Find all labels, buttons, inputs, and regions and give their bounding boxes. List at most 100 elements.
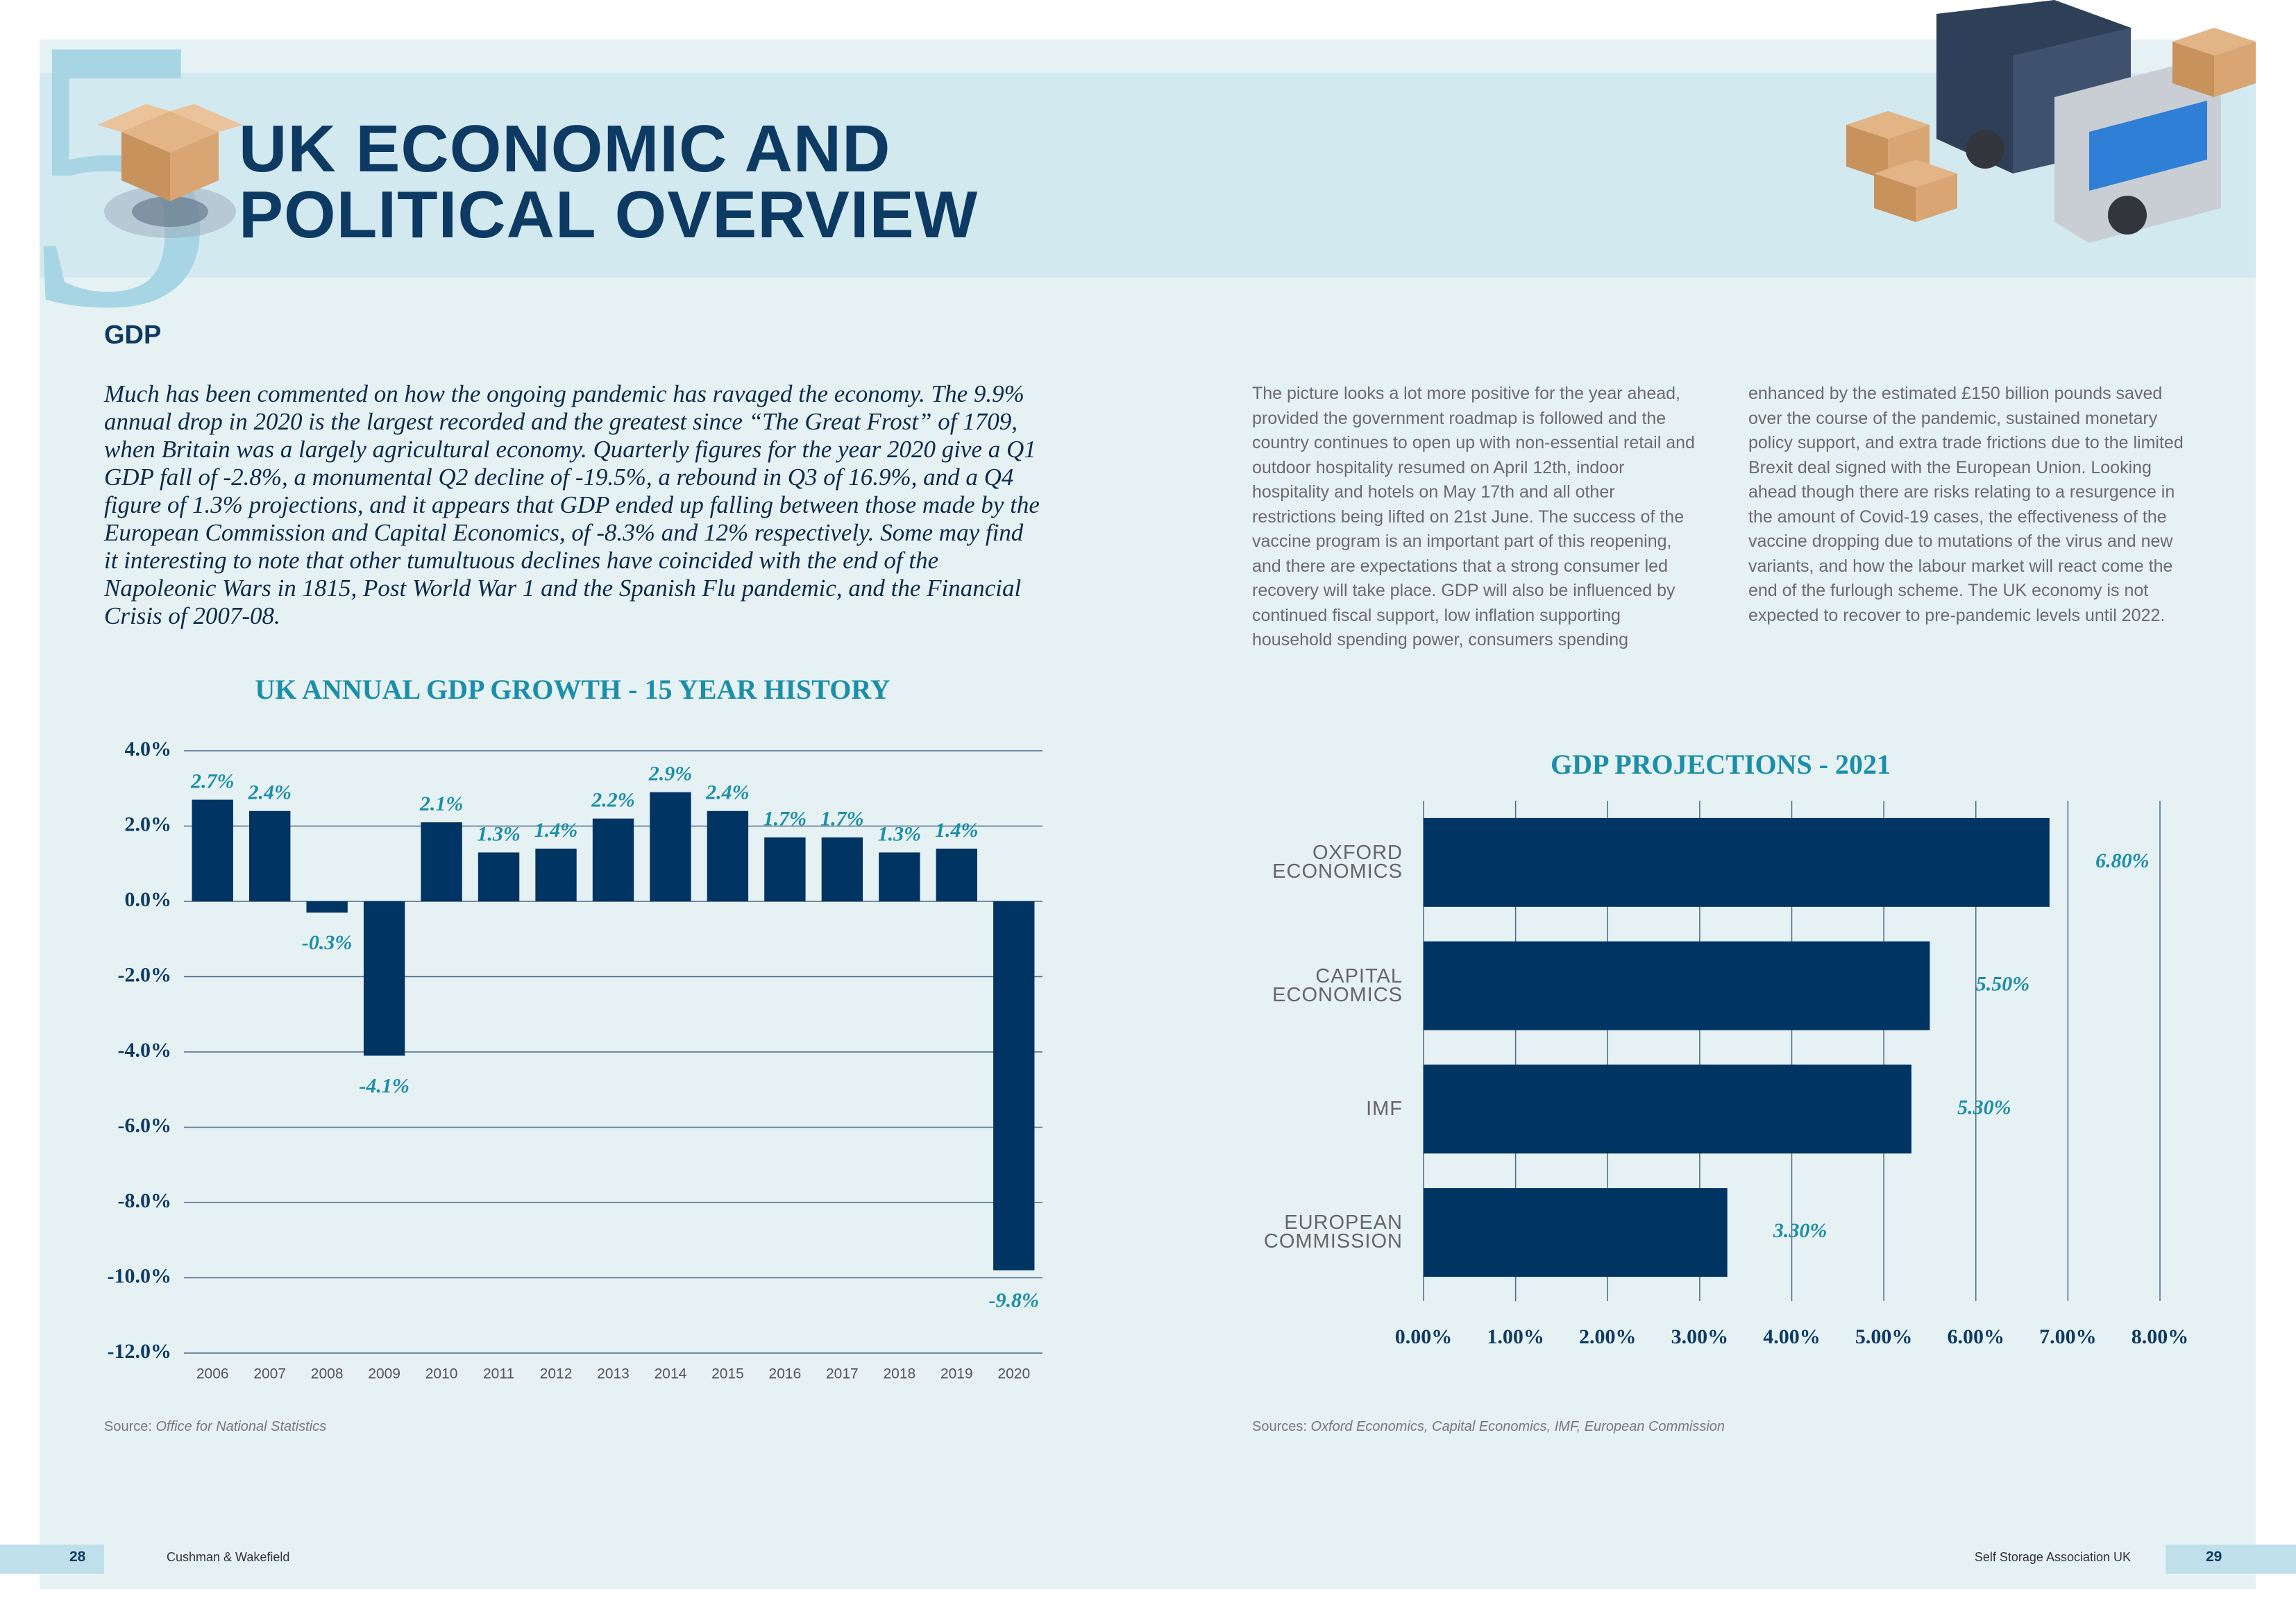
bar [192, 799, 233, 901]
x-tick-label: 2015 [711, 1366, 744, 1382]
bar [993, 901, 1035, 1271]
source-text: Oxford Economics, Capital Economics, IMF… [1310, 1419, 1725, 1434]
body-column: The picture looks a lot more positive fo… [1252, 384, 1695, 649]
bar [1424, 817, 2050, 907]
x-tick-label: 2016 [769, 1366, 802, 1382]
page-number: 29 [2206, 1549, 2222, 1565]
footer-strip [2166, 1545, 2296, 1574]
y-tick-label: OXFORD ECONOMICS [1272, 841, 1403, 883]
value-label: 6.80% [2095, 849, 2150, 872]
y-tick-label: -12.0% [108, 1340, 172, 1363]
y-tick-label: IMF [1366, 1097, 1403, 1120]
y-tick-label: 2.0% [125, 813, 172, 835]
x-tick-label: 2020 [997, 1366, 1030, 1382]
x-tick-label: 2.00% [1579, 1325, 1637, 1348]
bar [306, 901, 348, 913]
value-label: 1.4% [534, 819, 578, 842]
x-tick-label: 3.00% [1671, 1325, 1729, 1348]
bar [879, 852, 920, 901]
x-tick-label: 2010 [425, 1366, 458, 1382]
bar [821, 837, 863, 901]
value-label: 2.4% [705, 781, 750, 804]
value-label: 2.7% [190, 770, 235, 792]
section-heading: GDP [104, 321, 162, 350]
body-column: enhanced by the estimated £150 billion p… [1748, 384, 2184, 625]
x-tick-label: 7.00% [2039, 1325, 2097, 1348]
page-title: POLITICAL OVERVIEW [239, 178, 979, 252]
chart-title: UK ANNUAL GDP GROWTH - 15 YEAR HISTORY [255, 674, 890, 705]
x-tick-label: 2008 [311, 1366, 344, 1382]
y-tick-label: -8.0% [118, 1189, 172, 1212]
bar [650, 792, 691, 901]
y-tick-label: 4.0% [125, 738, 172, 760]
x-tick-label: 2011 [483, 1366, 514, 1382]
value-label: 5.30% [1957, 1096, 2011, 1119]
bar [1424, 1064, 1911, 1154]
bar [1424, 941, 1930, 1030]
chart-source: Sources: Oxford Economics, Capital Econo… [1252, 1419, 1725, 1435]
value-label: 1.7% [820, 808, 864, 831]
x-tick-label: 2014 [655, 1366, 687, 1382]
y-tick-label: -2.0% [118, 963, 172, 986]
value-label: 2.4% [247, 781, 292, 804]
bar [478, 852, 520, 901]
value-label: 3.30% [1773, 1219, 1827, 1242]
footer-text: Self Storage Association UK [1974, 1550, 2131, 1564]
value-label: 1.3% [477, 822, 521, 845]
x-tick-label: 2013 [597, 1366, 630, 1382]
x-tick-label: 0.00% [1395, 1325, 1453, 1348]
bar [936, 849, 977, 901]
page-title: UK ECONOMIC AND [239, 112, 891, 186]
value-label: 2.9% [648, 763, 693, 785]
value-label: 5.50% [1976, 973, 2030, 996]
bar [535, 849, 577, 901]
value-label: 2.1% [419, 792, 464, 815]
x-tick-label: 2017 [826, 1366, 859, 1382]
value-label: -4.1% [359, 1074, 409, 1097]
footer-strip [0, 1545, 104, 1574]
y-tick-label: -10.0% [108, 1264, 172, 1287]
source-label: Source: [104, 1419, 152, 1434]
x-tick-label: 2012 [540, 1366, 573, 1382]
value-label: -0.3% [302, 931, 352, 954]
page-number: 28 [69, 1549, 86, 1565]
x-tick-label: 6.00% [1948, 1325, 2005, 1348]
bar [249, 810, 291, 901]
x-tick-label: 2018 [883, 1366, 915, 1382]
value-label: 1.4% [935, 819, 979, 842]
truck-illustration [1846, 0, 2256, 243]
intro-paragraph: Much has been commented on how the ongoi… [104, 380, 1040, 629]
value-label: 1.7% [763, 808, 807, 831]
x-tick-label: 8.00% [2132, 1325, 2189, 1348]
x-tick-label: 2007 [253, 1366, 286, 1382]
value-label: -9.8% [989, 1289, 1039, 1312]
source-text: Office for National Statistics [155, 1419, 327, 1434]
x-tick-label: 4.00% [1763, 1325, 1821, 1348]
bar [363, 901, 405, 1056]
bar [707, 810, 749, 901]
y-tick-label: CAPITAL ECONOMICS [1272, 965, 1403, 1006]
background-panel [40, 40, 2256, 1589]
x-tick-label: 2009 [368, 1366, 400, 1382]
x-tick-label: 5.00% [1855, 1325, 1913, 1348]
y-tick-label: 0.0% [125, 888, 172, 911]
footer-text: Cushman & Wakefield [167, 1550, 290, 1564]
bar [764, 837, 806, 901]
x-tick-label: 2019 [940, 1366, 973, 1382]
chart-title: GDP PROJECTIONS - 2021 [1551, 749, 1891, 780]
y-tick-label: -4.0% [118, 1039, 172, 1062]
x-tick-label: 1.00% [1487, 1325, 1544, 1348]
value-label: 2.2% [591, 789, 635, 812]
box-icon [97, 104, 243, 238]
y-tick-label: -6.0% [118, 1114, 172, 1137]
x-tick-label: 2006 [196, 1366, 229, 1382]
bar [1424, 1188, 1728, 1277]
y-tick-label: EUROPEAN COMMISSION [1263, 1212, 1403, 1253]
bar [592, 818, 634, 901]
value-label: 1.3% [878, 822, 922, 845]
chart-source: Source: Office for National Statistics [104, 1419, 326, 1435]
bar [421, 822, 462, 901]
source-label: Sources: [1252, 1419, 1307, 1434]
